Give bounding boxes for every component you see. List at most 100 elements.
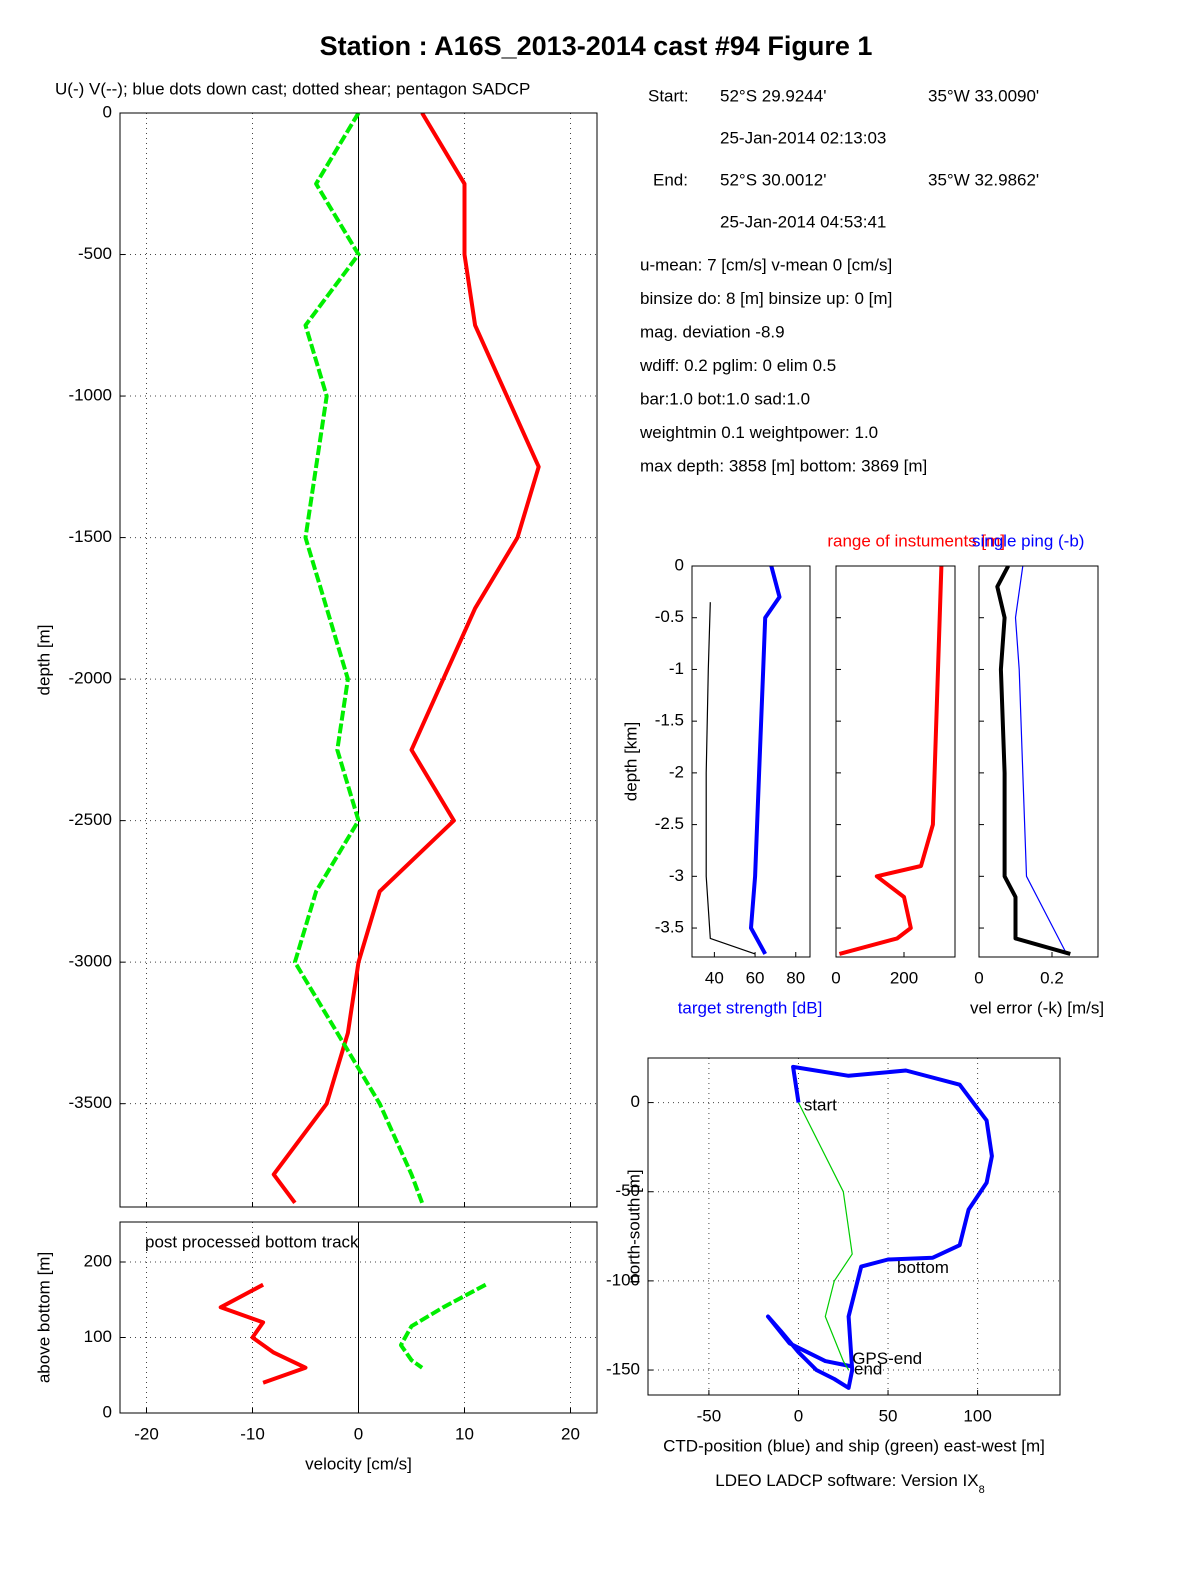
axes-box bbox=[119, 1221, 598, 1414]
series-line bbox=[292, 113, 424, 1204]
x-axis-label: target strength [dB] bbox=[678, 998, 823, 1017]
start-lon: 35°W 33.0090' bbox=[928, 86, 1039, 105]
y-tick-label: -150 bbox=[606, 1360, 640, 1379]
y-tick-label: 0 bbox=[631, 1092, 640, 1111]
y-axis-label: depth [m] bbox=[34, 625, 53, 696]
annotation: GPS-end bbox=[852, 1349, 922, 1368]
parameter-line: wdiff: 0.2 pglim: 0 elim 0.5 bbox=[639, 356, 836, 375]
x-tick-label: 0 bbox=[354, 1424, 363, 1443]
series-line bbox=[995, 566, 1071, 956]
y-axis-label: depth [km] bbox=[621, 722, 640, 801]
y-tick-label: 0 bbox=[103, 1402, 112, 1421]
x-tick-label: 0 bbox=[794, 1406, 803, 1425]
panel: 0 -500 -1000 -1500 -2000 -2500 -3000 -3500 U(-) … bbox=[34, 79, 598, 1208]
plot-area bbox=[692, 566, 810, 957]
y-tick-label: 0 bbox=[103, 102, 112, 121]
start-time: 25-Jan-2014 02:13:03 bbox=[720, 128, 886, 147]
x-axis-label: CTD-position (blue) and ship (green) eas… bbox=[663, 1436, 1045, 1455]
annotation: post processed bottom track bbox=[145, 1232, 359, 1251]
series-line bbox=[766, 1064, 994, 1390]
y-tick-label: -3.5 bbox=[655, 918, 684, 937]
panel: 0 0.2 single ping (-b) vel error (-k) [m/s] bbox=[970, 531, 1104, 1017]
end-label: End: bbox=[653, 170, 688, 189]
plot-area bbox=[648, 1058, 1060, 1395]
y-tick-label: -3500 bbox=[69, 1093, 112, 1112]
annotation: start bbox=[804, 1096, 837, 1115]
x-tick-label: 0.2 bbox=[1040, 968, 1064, 987]
y-tick-label: -2000 bbox=[69, 669, 112, 688]
series-line bbox=[749, 566, 782, 955]
start-label: Start: bbox=[648, 86, 689, 105]
y-tick-label: -100 bbox=[606, 1270, 640, 1289]
x-tick-label: 100 bbox=[963, 1406, 991, 1425]
series-line bbox=[1014, 566, 1068, 955]
y-tick-label: -3000 bbox=[69, 952, 112, 971]
y-axis-label: north-south [m] bbox=[624, 1169, 643, 1283]
panel-title: range of instuments [m] bbox=[827, 531, 1005, 550]
x-tick-label: 50 bbox=[879, 1406, 898, 1425]
annotation: bottom bbox=[897, 1258, 949, 1277]
series-line bbox=[705, 602, 756, 955]
footer: LDEO LADCP software: Version IX8 bbox=[715, 1471, 984, 1495]
x-tick-label: 20 bbox=[561, 1424, 580, 1443]
y-tick-label: 200 bbox=[84, 1251, 112, 1270]
series-line bbox=[218, 1282, 308, 1385]
series-line bbox=[271, 113, 541, 1204]
footer-subscript: 8 bbox=[979, 1484, 985, 1496]
axes-box bbox=[647, 1057, 1061, 1396]
y-tick-label: -500 bbox=[78, 244, 112, 263]
panel-title: U(-) V(--); blue dots down cast; dotted … bbox=[55, 79, 530, 98]
y-tick-label: -50 bbox=[615, 1181, 640, 1200]
parameter-line: bar:1.0 bot:1.0 sad:1.0 bbox=[640, 389, 810, 408]
axes-box bbox=[691, 565, 811, 958]
parameter-line: u-mean: 7 [cm/s] v-mean 0 [cm/s] bbox=[640, 255, 892, 274]
series-line bbox=[398, 1282, 487, 1370]
end-lat: 52°S 30.0012' bbox=[720, 170, 826, 189]
y-tick-label: -1000 bbox=[69, 386, 112, 405]
x-tick-label: 0 bbox=[974, 968, 983, 987]
y-tick-label: -0.5 bbox=[655, 607, 684, 626]
y-tick-label: -2 bbox=[669, 762, 684, 781]
x-tick-label: 10 bbox=[455, 1424, 474, 1443]
series-line bbox=[838, 566, 944, 956]
parameters: u-mean: 7 [cm/s] v-mean 0 [cm/s] binsize … bbox=[639, 255, 927, 475]
x-tick-label: -20 bbox=[134, 1424, 159, 1443]
x-tick-label: 80 bbox=[786, 968, 805, 987]
x-tick-label: 60 bbox=[746, 968, 765, 987]
annotation: end bbox=[854, 1360, 882, 1379]
x-tick-label: 200 bbox=[890, 968, 918, 987]
plot-area bbox=[836, 566, 955, 957]
x-tick-label: 40 bbox=[705, 968, 724, 987]
axes-box bbox=[119, 112, 598, 1208]
axes-box bbox=[978, 565, 1099, 958]
y-tick-label: -1500 bbox=[69, 527, 112, 546]
panel-title: single ping (-b) bbox=[972, 531, 1084, 550]
x-tick-label: -10 bbox=[240, 1424, 265, 1443]
axes-box bbox=[835, 565, 956, 958]
panel: -50 0 50 100 0 -50 -100 -150 start bottom GPS-ende… bbox=[606, 1057, 1061, 1455]
x-axis-label: vel error (-k) [m/s] bbox=[970, 998, 1104, 1017]
figure-title: Station : A16S_2013-2014 cast #94 Figure… bbox=[320, 31, 873, 61]
end-lon: 35°W 32.9862' bbox=[928, 170, 1039, 189]
panel: 0 200 range of instuments [m] bbox=[827, 531, 1005, 987]
y-tick-label: -1.5 bbox=[655, 711, 684, 730]
start-lat: 52°S 29.9244' bbox=[720, 86, 826, 105]
y-tick-label: -2.5 bbox=[655, 814, 684, 833]
y-tick-label: -3 bbox=[669, 866, 684, 885]
x-axis-label: velocity [cm/s] bbox=[305, 1454, 412, 1473]
x-tick-label: 0 bbox=[831, 968, 840, 987]
y-tick-label: 100 bbox=[84, 1327, 112, 1346]
parameter-line: binsize do: 8 [m] binsize up: 0 [m] bbox=[640, 289, 892, 308]
parameter-line: max depth: 3858 [m] bottom: 3869 [m] bbox=[640, 456, 927, 475]
series-line bbox=[797, 1102, 853, 1371]
plot-area bbox=[979, 566, 1098, 957]
y-tick-label: 0 bbox=[675, 555, 684, 574]
x-tick-label: -50 bbox=[697, 1406, 722, 1425]
parameter-line: mag. deviation -8.9 bbox=[640, 322, 785, 341]
y-tick-label: -1 bbox=[669, 659, 684, 678]
panel: 40 60 80 0 -0.5 -1 -1.5 -2 -2.5 -3 -3.5 target stre… bbox=[621, 555, 822, 1017]
y-axis-label: above bottom [m] bbox=[34, 1252, 53, 1383]
end-time: 25-Jan-2014 04:53:41 bbox=[720, 212, 886, 231]
